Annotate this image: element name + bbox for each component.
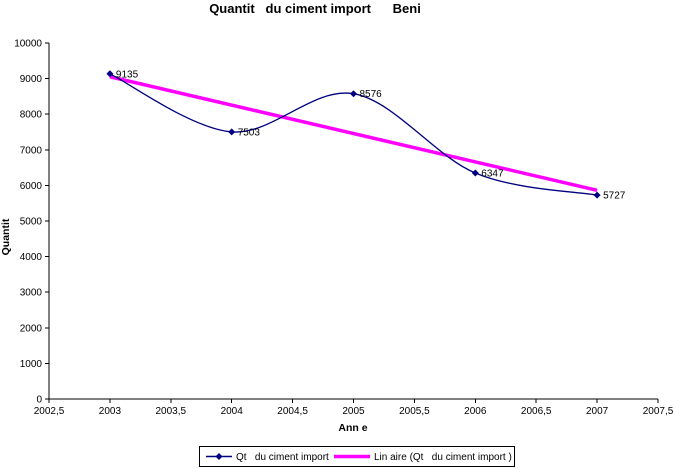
x-tick-label: 2005 [342, 406, 365, 417]
x-tick-label: 2004,5 [277, 406, 308, 417]
x-tick-label: 2007 [586, 406, 609, 417]
chart-title: Quantit du ciment import Beni [209, 1, 421, 16]
x-tick-label: 2006,5 [521, 406, 552, 417]
data-point-marker [228, 128, 236, 136]
y-tick-label: 7000 [20, 145, 43, 156]
x-tick-label: 2007,5 [643, 406, 673, 417]
y-tick-label: 1000 [20, 359, 43, 370]
x-tick-label: 2005,5 [399, 406, 430, 417]
x-tick-label: 2006 [464, 406, 487, 417]
x-tick-label: 2004 [221, 406, 244, 417]
data-point-marker [106, 70, 114, 78]
y-tick-label: 0 [36, 395, 42, 406]
data-point-marker [593, 191, 601, 199]
legend: Qt du ciment import Lin aire (Qt du cime… [199, 446, 515, 467]
legend-diamond-marker-icon [215, 453, 223, 460]
x-tick-label: 2003 [99, 406, 122, 417]
data-point-label: 8576 [360, 89, 383, 100]
y-axis-title: Quantit [0, 218, 12, 255]
data-point-marker [471, 169, 479, 177]
y-tick-label: 9000 [20, 74, 43, 85]
data-point-marker [350, 90, 357, 98]
y-tick-label: 8000 [20, 110, 43, 121]
y-tick-label: 4000 [20, 252, 43, 263]
y-tick-label: 3000 [20, 288, 43, 299]
x-axis-title: Ann e [338, 422, 367, 434]
y-tick-label: 10000 [14, 39, 42, 50]
data-point-label: 6347 [481, 169, 504, 180]
x-tick-label: 2002,5 [34, 406, 65, 417]
legend-label-series: Qt du ciment import [236, 452, 329, 463]
plot-area: 0 1000 2000 3000 4000 5000 6000 7000 8000 9000 100… [14, 39, 673, 418]
legend-label-trendline: Lin aire (Qt du ciment import ) [374, 452, 512, 463]
y-tick-label: 6000 [20, 181, 43, 192]
data-point-label: 7503 [238, 127, 261, 138]
data-point-label: 5727 [603, 191, 626, 202]
y-tick-label: 5000 [20, 217, 43, 228]
data-point-label: 9135 [116, 69, 139, 80]
x-tick-label: 2003,5 [156, 406, 187, 417]
y-tick-label: 2000 [20, 323, 43, 334]
trendline-series [109, 75, 598, 192]
